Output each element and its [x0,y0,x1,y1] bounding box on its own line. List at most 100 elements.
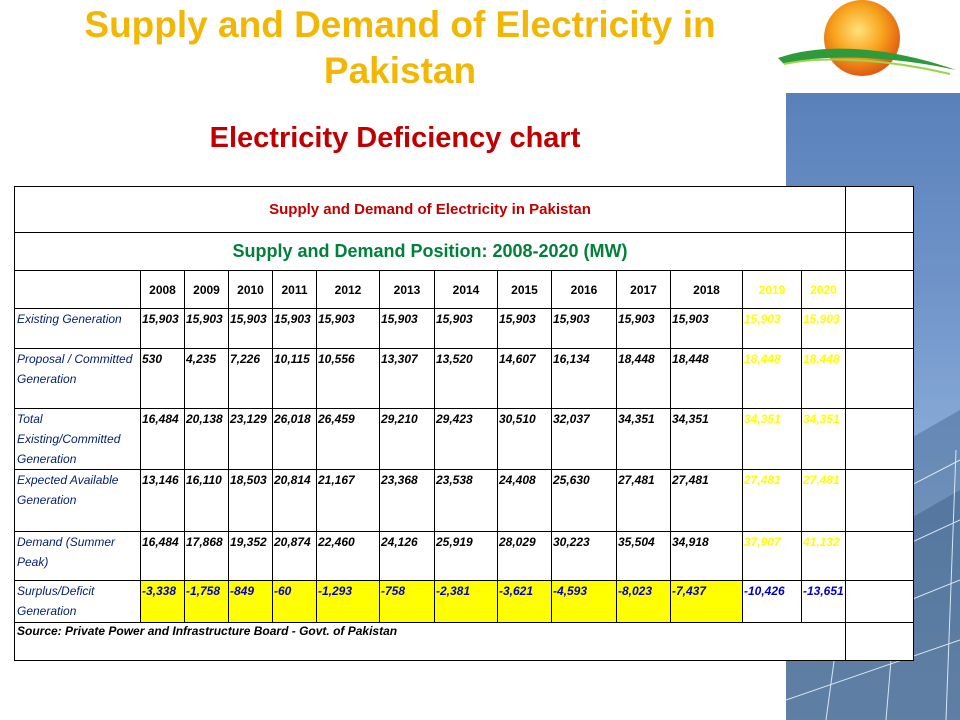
table-cell: -2,381 [434,580,498,623]
table-cell: 15,903 [742,308,802,349]
table-cell: -8,023 [616,580,671,623]
empty-cell [845,232,914,271]
table-cell: 34,351 [742,408,802,470]
table-cell: 24,408 [497,469,552,532]
table-cell: 530 [140,348,185,409]
table-cell: 34,918 [670,531,743,581]
table-row: Proposal / Committed Generation 530 4,235 7… [14,348,914,409]
table-row: Demand (Summer Peak) 16,484 17,868 19,352 20… [14,531,914,581]
table-cell: 15,903 [228,308,273,349]
table-cell: 18,448 [801,348,846,409]
table-title: Supply and Demand of Electricity in Paki… [14,186,846,233]
year-header: 2019 [742,270,802,309]
table-cell: 29,423 [434,408,498,470]
empty-cell [845,469,914,532]
row-label: Expected Available Generation [14,469,141,532]
table-cell: 30,510 [497,408,552,470]
table-cell: 21,167 [316,469,380,532]
table-cell: 27,481 [616,469,671,532]
year-header: 2016 [551,270,617,309]
empty-cell [845,270,914,309]
table-cell: 28,029 [497,531,552,581]
table-cell: 18,503 [228,469,273,532]
row-label: Existing Generation [14,308,141,349]
empty-cell [845,531,914,581]
table-cell: 7,226 [228,348,273,409]
year-header: 2017 [616,270,671,309]
year-header: 2014 [434,270,498,309]
table-cell: 25,630 [551,469,617,532]
table-cell: 34,351 [616,408,671,470]
table-cell: -1,758 [184,580,229,623]
table-cell: 15,903 [316,308,380,349]
year-header: 2015 [497,270,552,309]
table-subtitle: Supply and Demand Position: 2008-2020 (M… [14,232,846,271]
table-cell: 15,903 [272,308,317,349]
year-header-corner [14,270,141,309]
table-cell: 15,903 [497,308,552,349]
table-cell: 25,919 [434,531,498,581]
table-cell: 15,903 [184,308,229,349]
table-cell: 10,556 [316,348,380,409]
empty-cell [845,186,914,233]
table-cell: 27,481 [742,469,802,532]
table-cell: -849 [228,580,273,623]
table-title-row: Supply and Demand of Electricity in Paki… [14,186,914,233]
table-cell: 18,448 [670,348,743,409]
table-cell: 19,352 [228,531,273,581]
table-cell: 15,903 [801,308,846,349]
table-cell: 23,129 [228,408,273,470]
table-cell: -3,338 [140,580,185,623]
table-cell: -758 [379,580,435,623]
row-label: Surplus/Deficit Generation [14,580,141,623]
table-cell: -3,621 [497,580,552,623]
table-cell: -13,651 [801,580,846,623]
table-cell: 34,351 [801,408,846,470]
table-cell: 34,351 [670,408,743,470]
table-cell: 27,481 [670,469,743,532]
empty-cell [845,308,914,349]
table-cell: 15,903 [140,308,185,349]
slide-title: Supply and Demand of Electricity in Paki… [84,4,716,91]
table-cell: 27,481 [801,469,846,532]
electricity-table: Supply and Demand of Electricity in Paki… [14,186,914,661]
table-cell: 15,903 [434,308,498,349]
year-header: 2012 [316,270,380,309]
empty-cell [845,580,914,623]
sun-logo-icon [770,0,960,92]
table-cell: 14,607 [497,348,552,409]
table-cell: 16,484 [140,408,185,470]
table-cell: -4,593 [551,580,617,623]
year-header: 2018 [670,270,743,309]
table-cell: 20,138 [184,408,229,470]
table-cell: 35,504 [616,531,671,581]
empty-cell [845,348,914,409]
table-cell: 16,134 [551,348,617,409]
table-row: Existing Generation 15,903 15,903 15,903 15,… [14,308,914,349]
table-cell: 15,903 [551,308,617,349]
source-row: Source: Private Power and Infrastructure… [14,622,914,661]
year-header-row: 2008 2009 2010 2011 2012 2013 2014 2015 2016 2017… [14,270,914,309]
table-cell: 13,146 [140,469,185,532]
table-cell: 15,903 [670,308,743,349]
table-cell: 13,520 [434,348,498,409]
year-header: 2009 [184,270,229,309]
table-cell: 23,368 [379,469,435,532]
table-cell: 16,484 [140,531,185,581]
chart-subtitle: Electricity Deficiency chart [209,122,581,154]
row-label: Proposal / Committed Generation [14,348,141,409]
table-cell: 37,907 [742,531,802,581]
table-cell: 18,448 [616,348,671,409]
year-header: 2008 [140,270,185,309]
table-cell: 24,126 [379,531,435,581]
source-note: Source: Private Power and Infrastructure… [14,622,846,661]
table-cell: -10,426 [742,580,802,623]
table-row: Expected Available Generation 13,146 16,11… [14,469,914,532]
table-cell: 32,037 [551,408,617,470]
table-cell: 22,460 [316,531,380,581]
table-cell: 18,448 [742,348,802,409]
table-subtitle-row: Supply and Demand Position: 2008-2020 (M… [14,232,914,271]
table-cell: 41,132 [801,531,846,581]
year-header: 2013 [379,270,435,309]
table-cell: 15,903 [616,308,671,349]
